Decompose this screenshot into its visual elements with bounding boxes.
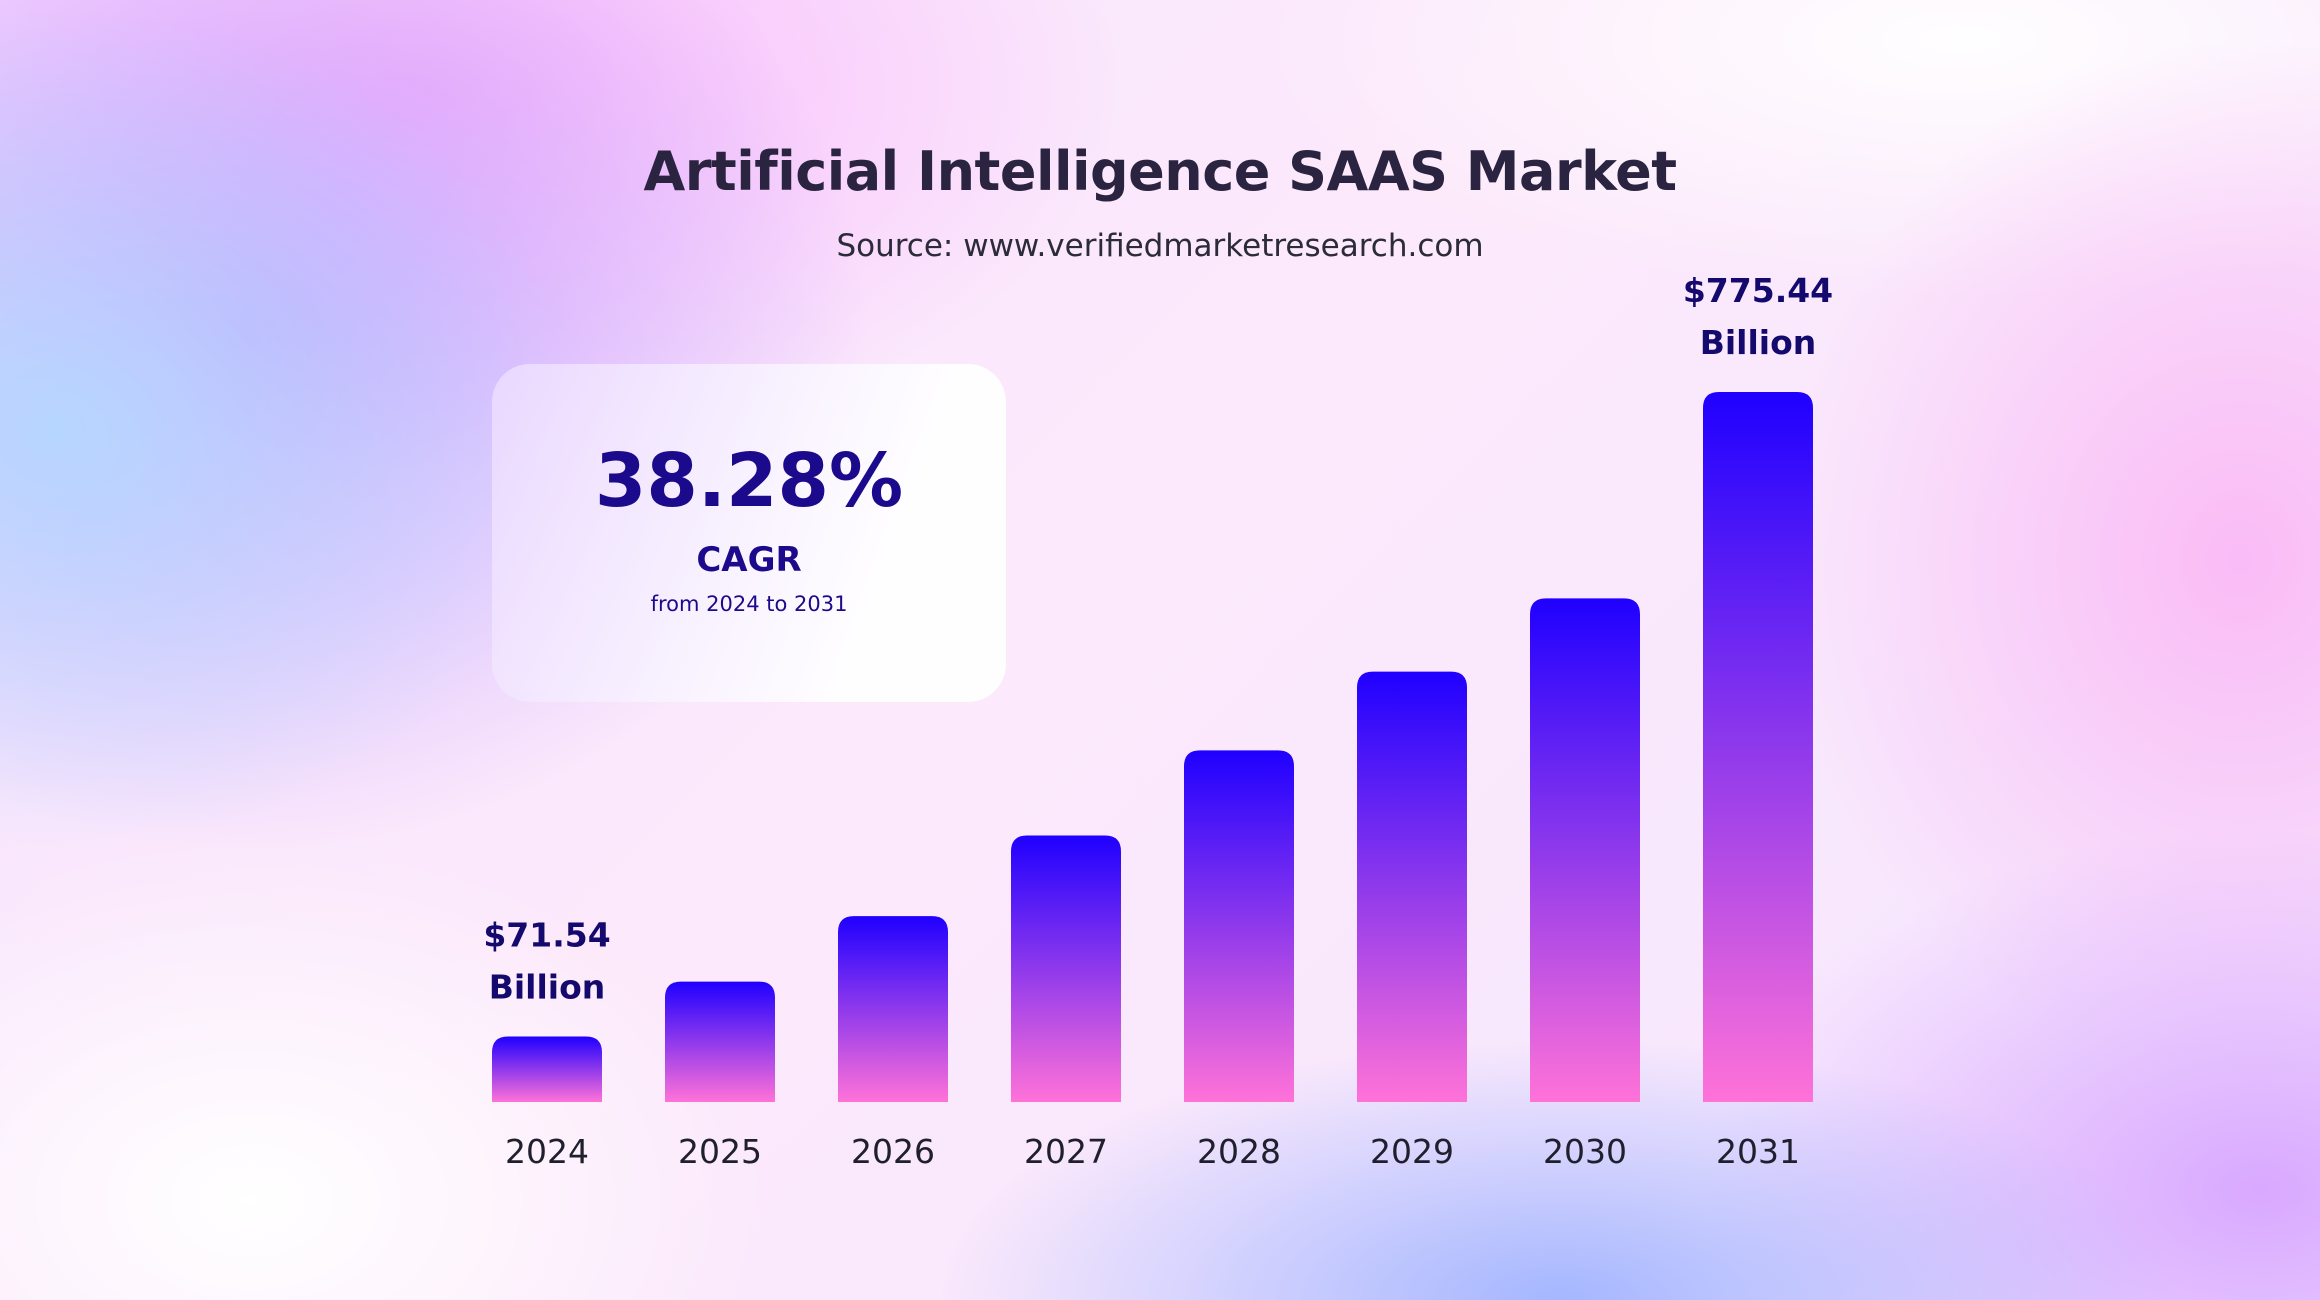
bar-2031 xyxy=(1703,392,1813,1102)
bar-2030 xyxy=(1530,598,1640,1102)
cagr-range: from 2024 to 2031 xyxy=(650,592,848,616)
cagr-card: 38.28% CAGR from 2024 to 2031 xyxy=(492,364,1006,702)
x-tick-2024: 2024 xyxy=(505,1132,589,1171)
x-tick-2029: 2029 xyxy=(1370,1132,1454,1171)
data-labels: $71.54 Billion $775.44 Billion xyxy=(483,271,1833,1006)
bar-2027 xyxy=(1011,835,1121,1102)
chart-source: Source: www.verifiedmarketresearch.com xyxy=(836,228,1484,264)
bar-series xyxy=(492,392,1813,1102)
bar-2029 xyxy=(1357,671,1467,1102)
x-tick-2026: 2026 xyxy=(851,1132,935,1171)
cagr-value: 38.28% xyxy=(594,438,904,524)
x-tick-2030: 2030 xyxy=(1543,1132,1627,1171)
x-axis-ticks: 2024 2025 2026 2027 2028 2029 2030 2031 xyxy=(505,1132,1800,1171)
data-label-value-2024: $71.54 xyxy=(483,915,610,954)
data-label-value-2031: $775.44 xyxy=(1683,271,1833,310)
data-label-unit-2031: Billion xyxy=(1700,323,1817,362)
x-tick-2031: 2031 xyxy=(1716,1132,1800,1171)
bar-2024 xyxy=(492,1036,602,1102)
x-tick-2027: 2027 xyxy=(1024,1132,1108,1171)
bar-2026 xyxy=(838,916,948,1102)
data-label-unit-2024: Billion xyxy=(489,967,606,1006)
x-tick-2025: 2025 xyxy=(678,1132,762,1171)
x-tick-2028: 2028 xyxy=(1197,1132,1281,1171)
chart-title: Artificial Intelligence SAAS Market xyxy=(643,140,1677,203)
bar-2025 xyxy=(665,981,775,1102)
bar-2028 xyxy=(1184,750,1294,1102)
cagr-label: CAGR xyxy=(696,540,802,580)
